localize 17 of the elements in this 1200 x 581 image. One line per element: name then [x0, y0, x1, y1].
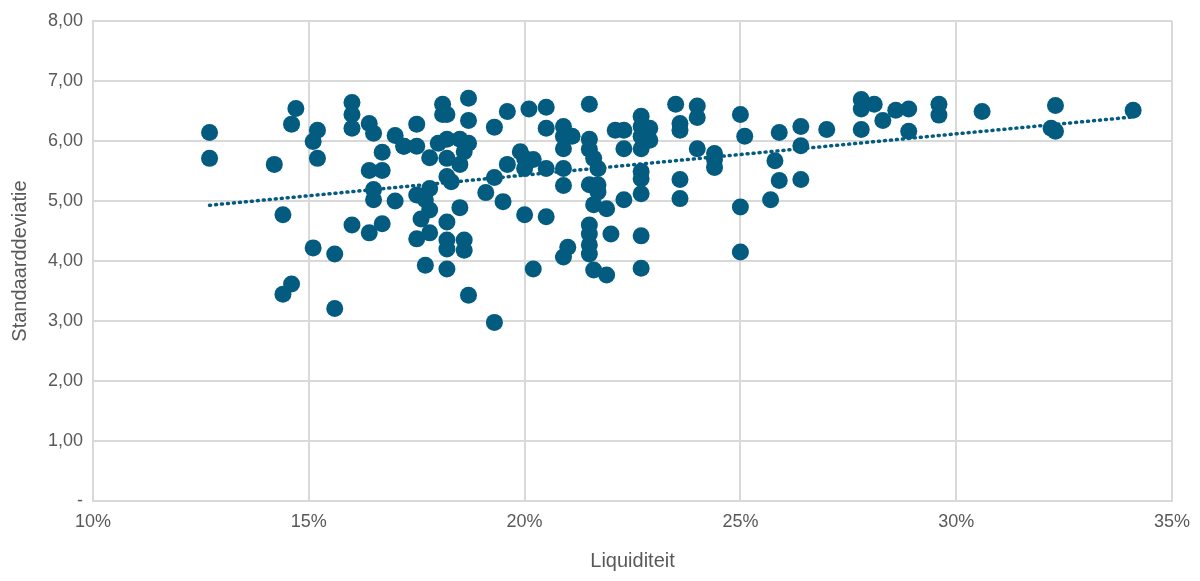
y-tick-label: 3,00	[47, 310, 84, 331]
y-tick-label: 2,00	[47, 370, 84, 391]
y-tick-label: -	[77, 490, 84, 511]
x-tick-label: 25%	[722, 511, 759, 532]
y-tick-label: 6,00	[47, 129, 84, 150]
y-tick-label: 5,00	[47, 189, 84, 210]
y-tick-label: 1,00	[47, 430, 84, 451]
x-tick-label: 20%	[506, 511, 543, 532]
x-axis-title: Liquiditeit	[590, 548, 676, 571]
y-axis-title: Standaarddeviatie	[7, 180, 30, 342]
x-tick-label: 10%	[75, 511, 112, 532]
x-tick-label: 15%	[290, 511, 327, 532]
y-tick-label: 4,00	[47, 250, 84, 271]
x-tick-label: 35%	[1153, 511, 1190, 532]
x-tick-label: 30%	[938, 511, 975, 532]
y-tick-label: 7,00	[47, 69, 84, 90]
y-tick-label: 8,00	[47, 9, 84, 30]
